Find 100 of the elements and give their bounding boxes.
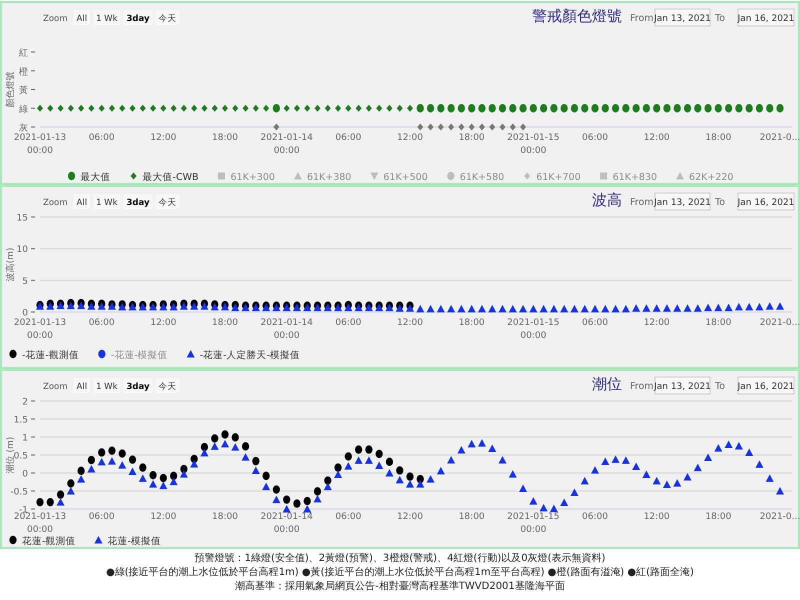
y-tick-label: 1.5 <box>14 416 28 426</box>
x-tick-label: 06:00 <box>88 133 115 143</box>
y-tick-label: 2 <box>22 398 28 408</box>
x-tick-label: 2021-01-13 00:00 <box>14 318 66 341</box>
x-tick-label: 18:00 <box>212 133 238 143</box>
text: Jan 13, 2021 <box>653 382 711 392</box>
zoom-button: All <box>74 378 90 393</box>
text: From <box>630 197 654 208</box>
y-tick-label: 0.5 <box>14 452 28 462</box>
zoom-button: All <box>74 194 90 209</box>
x-tick-label: 18:00 <box>458 318 485 328</box>
x-tick-label: 18:00 <box>705 318 732 328</box>
text: Jan 13, 2021 <box>653 198 711 208</box>
text: Jan 16, 2021 <box>736 14 794 24</box>
x-tick-label: 12:00 <box>397 133 424 143</box>
text: 潮高基準：採用氣象局網頁公告-相對臺灣高程基準TWVD2001基隆海平面 <box>235 580 565 592</box>
category-label: 黃 <box>19 86 28 96</box>
legend-label: -花蓮-人定勝天-模擬值 <box>200 349 300 361</box>
chart-title: 潮位 <box>592 375 622 393</box>
x-tick-label: 12:00 <box>644 512 670 522</box>
legend-label: 61K+300 <box>230 172 275 183</box>
text: To <box>714 381 726 392</box>
text: From <box>630 381 654 392</box>
category-label: 灰 <box>19 124 28 134</box>
zoom-label: Zoom <box>43 14 68 24</box>
zoom-button: 1 Wk <box>93 378 120 393</box>
text: Jan 13, 2021 <box>653 14 711 24</box>
x-tick-label: 2021-01-14 00:00 <box>260 318 314 341</box>
zoom-button: All <box>74 10 90 25</box>
x-tick-label: 18:00 <box>705 133 732 143</box>
legend-label: 花蓮-觀測值 <box>22 535 76 547</box>
legend-label: 花蓮-模擬值 <box>107 535 161 547</box>
text: 預警燈號：1綠燈(安全值)、2黃燈(預警)、3橙燈(警戒)、4紅燈(行動)以及0灰燈(表示無資料) <box>194 552 606 564</box>
zoom-button: 3day <box>124 10 153 25</box>
text: To <box>714 13 726 24</box>
x-tick-label: 2021-01-14 00:00 <box>260 133 314 156</box>
x-tick-label: 18:00 <box>212 318 238 328</box>
chart-title: 波高 <box>592 191 622 209</box>
zoom-button: 1 Wk <box>93 194 120 209</box>
x-tick-label: 18:00 <box>458 133 485 143</box>
x-tick-label: 2021-01-14 00:00 <box>260 512 314 535</box>
legend-label: -花蓮-觀測值 <box>22 349 79 361</box>
x-tick-label: 06:00 <box>88 318 115 328</box>
legend-label: 62K+220 <box>689 172 734 183</box>
x-tick-label: 12:00 <box>397 512 424 522</box>
x-tick-label: 12:00 <box>150 133 177 143</box>
y-tick-label: 10 <box>16 245 28 256</box>
x-tick-label: 12:00 <box>644 318 670 328</box>
x-tick-label: 18:00 <box>212 512 238 522</box>
legend-label: 61K+380 <box>306 172 352 183</box>
chart-title: 警戒顏色燈號 <box>532 7 622 25</box>
x-tick-label: 12:00 <box>397 318 424 328</box>
x-tick-label: 12:00 <box>644 133 670 143</box>
category-label: 綠 <box>19 104 28 115</box>
x-tick-label: 06:00 <box>582 133 608 143</box>
x-tick-label: 06:00 <box>582 318 608 328</box>
y-axis-title: 顏色燈號 <box>5 72 16 108</box>
zoom-label: Zoom <box>43 198 68 208</box>
x-tick-label: 2021-01-15 00:00 <box>507 133 560 156</box>
x-tick-label: 2021-01-13 00:00 <box>14 133 66 156</box>
y-axis-title: 波高(m) <box>5 248 16 282</box>
legend-label: -花蓮-模擬值 <box>110 349 168 361</box>
x-tick-label: 06:00 <box>582 512 608 522</box>
zoom-button: 今天 <box>156 378 180 393</box>
y-tick-label: -0.5 <box>10 488 28 498</box>
zoom-button: 1 Wk <box>93 10 120 25</box>
legend-label: 最大值 <box>80 171 111 183</box>
zoom-button: 今天 <box>156 10 180 25</box>
legend-label: 61K+830 <box>612 172 658 183</box>
x-tick-label: 2021-01-15 00:00 <box>507 512 560 535</box>
category-label: 橙 <box>19 67 28 78</box>
x-tick-label: 18:00 <box>705 512 732 522</box>
zoom-button: 3day <box>124 378 153 393</box>
text: ●綠(接近平台的潮上水位低於平台高程1m) ●黃(接近平台的潮上水位低於平台高程1m至平台高程) ●橙(路面有溢淹) ●紅(路面全淹) <box>106 566 694 578</box>
legend-label: 61K+700 <box>536 172 581 183</box>
x-tick-label: 06:00 <box>88 512 115 522</box>
text: To <box>714 197 726 208</box>
x-tick-label: 06:00 <box>335 133 362 143</box>
y-tick-label: 15 <box>16 214 28 224</box>
text: Jan 16, 2021 <box>736 198 794 208</box>
category-label: 紅 <box>19 48 28 58</box>
legend-label: 61K+580 <box>460 172 504 183</box>
y-tick-label: 5 <box>22 276 28 287</box>
x-tick-label: 12:00 <box>150 512 177 522</box>
y-tick-label: 1 <box>22 434 28 444</box>
x-tick-label: 2021-0... <box>760 318 800 328</box>
text: From <box>630 13 654 24</box>
zoom-button: 今天 <box>156 194 180 209</box>
text: Jan 16, 2021 <box>736 382 794 392</box>
zoom-label: Zoom <box>43 382 68 392</box>
zoom-button: 3day <box>124 194 153 209</box>
y-tick-label: 0 <box>22 308 28 318</box>
x-tick-label: 18:00 <box>458 512 485 522</box>
y-tick-label: 0 <box>22 470 28 480</box>
legend-label: 最大值-CWB <box>142 171 199 183</box>
x-tick-label: 06:00 <box>335 512 362 522</box>
x-tick-label: 2021-0... <box>760 133 800 143</box>
x-tick-label: 06:00 <box>335 318 362 328</box>
legend-label: 61K+500 <box>383 172 428 183</box>
x-tick-label: 2021-01-15 00:00 <box>507 318 560 341</box>
